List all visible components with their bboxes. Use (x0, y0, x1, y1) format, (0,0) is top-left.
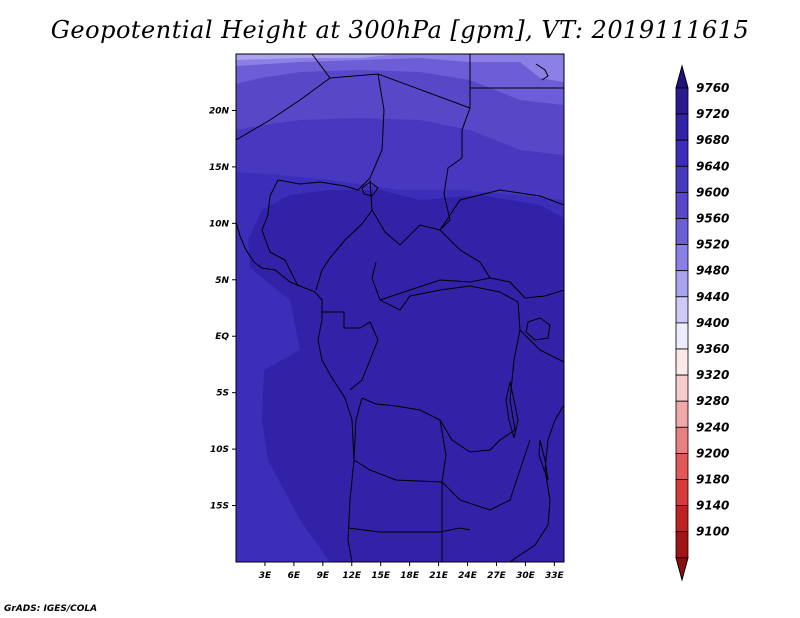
x-tick-label: 12E (342, 571, 362, 581)
colorbar-label: 9440 (696, 290, 729, 304)
border-south-sudan (439, 189, 564, 231)
colorbar-swatch (675, 531, 689, 559)
colorbar-label: 9100 (696, 525, 729, 539)
nile-delta (535, 63, 549, 81)
map-title: Geopotential Height at 300hPa [gpm], VT:… (50, 16, 750, 44)
border-congo (322, 311, 379, 391)
border-car (371, 209, 491, 301)
colorbar-top-triangle (675, 64, 689, 89)
y-tick-label: EQ (215, 332, 229, 342)
border-egypt (469, 54, 564, 89)
colorbar-swatch (675, 296, 689, 324)
x-tick-label: 27E (487, 571, 507, 581)
y-tick-label: 5N (215, 276, 229, 286)
colorbar-swatch (675, 218, 689, 246)
colorbar-swatch (675, 191, 689, 219)
border-zambia (441, 439, 531, 511)
colorbar-swatch (675, 348, 689, 376)
x-tick-label: 33E (545, 571, 565, 581)
colorbar-swatch (675, 139, 689, 167)
colorbar-label: 9640 (696, 159, 729, 173)
height-field (236, 54, 564, 562)
y-tick-label: 15N (209, 163, 230, 173)
lake-malawi (538, 439, 549, 481)
border-niger-chad (269, 73, 385, 197)
contour-band-9720 (248, 190, 564, 562)
colorbar-bottom-triangle (675, 557, 689, 582)
colorbar-swatch (675, 400, 689, 428)
colorbar-label: 9360 (696, 342, 729, 356)
colorbar-label: 9600 (696, 185, 729, 199)
x-tick-label: 18E (400, 571, 420, 581)
colorbar-label: 9720 (696, 107, 729, 121)
border-algeria (236, 77, 331, 141)
colorbar-swatch (675, 87, 689, 115)
colorbar-label: 9560 (696, 212, 729, 226)
colorbar-label: 9760 (696, 81, 729, 95)
contour-band-9520 (236, 54, 564, 82)
colorbar-swatch (675, 479, 689, 507)
lake-victoria (525, 317, 551, 341)
contour-band-9480 (236, 54, 400, 60)
colorbar-label: 9240 (696, 420, 729, 434)
border-drc (361, 285, 521, 453)
colorbar: 9760 9720 9680 9640 9600 9560 9520 9480 9440 9400… (675, 64, 729, 582)
colorbar-swatch (675, 505, 689, 533)
x-tick-label: 24E (458, 571, 478, 581)
credit-label: GrADS: IGES/COLA (4, 604, 98, 614)
y-tick-label: 15S (210, 502, 229, 512)
colorbar-label: 9480 (696, 264, 729, 278)
border-namibia (347, 527, 471, 533)
colorbar-swatch (675, 452, 689, 480)
y-tick-label: 20N (209, 106, 230, 116)
colorbar-swatch (675, 374, 689, 402)
border-angola (353, 397, 447, 483)
x-tick-label: 15E (371, 571, 391, 581)
x-tick-label: 3E (259, 571, 272, 581)
border-nigeria (261, 195, 299, 287)
x-tick-label: 30E (516, 571, 536, 581)
x-tick-label: 6E (288, 571, 301, 581)
x-tick-label: 9E (317, 571, 330, 581)
colorbar-label: 9320 (696, 368, 729, 382)
colorbar-swatch (675, 165, 689, 193)
colorbar-label: 9520 (696, 238, 729, 252)
colorbar-label: 9180 (696, 473, 729, 487)
colorbar-label: 9400 (696, 316, 729, 330)
colorbar-label: 9680 (696, 133, 729, 147)
colorbar-swatch (675, 113, 689, 141)
x-tick-label: 21E (429, 571, 449, 581)
colorbar-swatch (675, 270, 689, 298)
y-tick-label: 5S (216, 389, 229, 399)
coastline-west-africa (236, 221, 355, 562)
lake-tanganyika (505, 381, 519, 439)
colorbar-label: 9280 (696, 394, 729, 408)
y-axis: 20N 15N 10N 5N EQ 5S 10S 15S (209, 106, 236, 512)
lake-chad (361, 181, 379, 197)
colorbar-label: 9200 (696, 446, 729, 460)
colorbar-swatch (675, 322, 689, 350)
border-tanzania (519, 329, 564, 363)
colorbar-label: 9140 (696, 499, 729, 513)
border-south-sudan-east (489, 277, 564, 299)
x-axis: 3E 6E 9E 12E 15E 18E 21E 24E 27E 30E 33E (259, 562, 565, 581)
contour-band-9560 (236, 54, 564, 105)
colorbar-swatch (675, 244, 689, 272)
y-tick-label: 10N (209, 219, 230, 229)
coastline-east-africa (509, 404, 564, 562)
country-borders (236, 54, 564, 562)
map-frame (235, 53, 565, 563)
colorbar-swatch (675, 426, 689, 454)
y-tick-label: 10S (210, 445, 229, 455)
border-chad-sudan (439, 107, 471, 231)
